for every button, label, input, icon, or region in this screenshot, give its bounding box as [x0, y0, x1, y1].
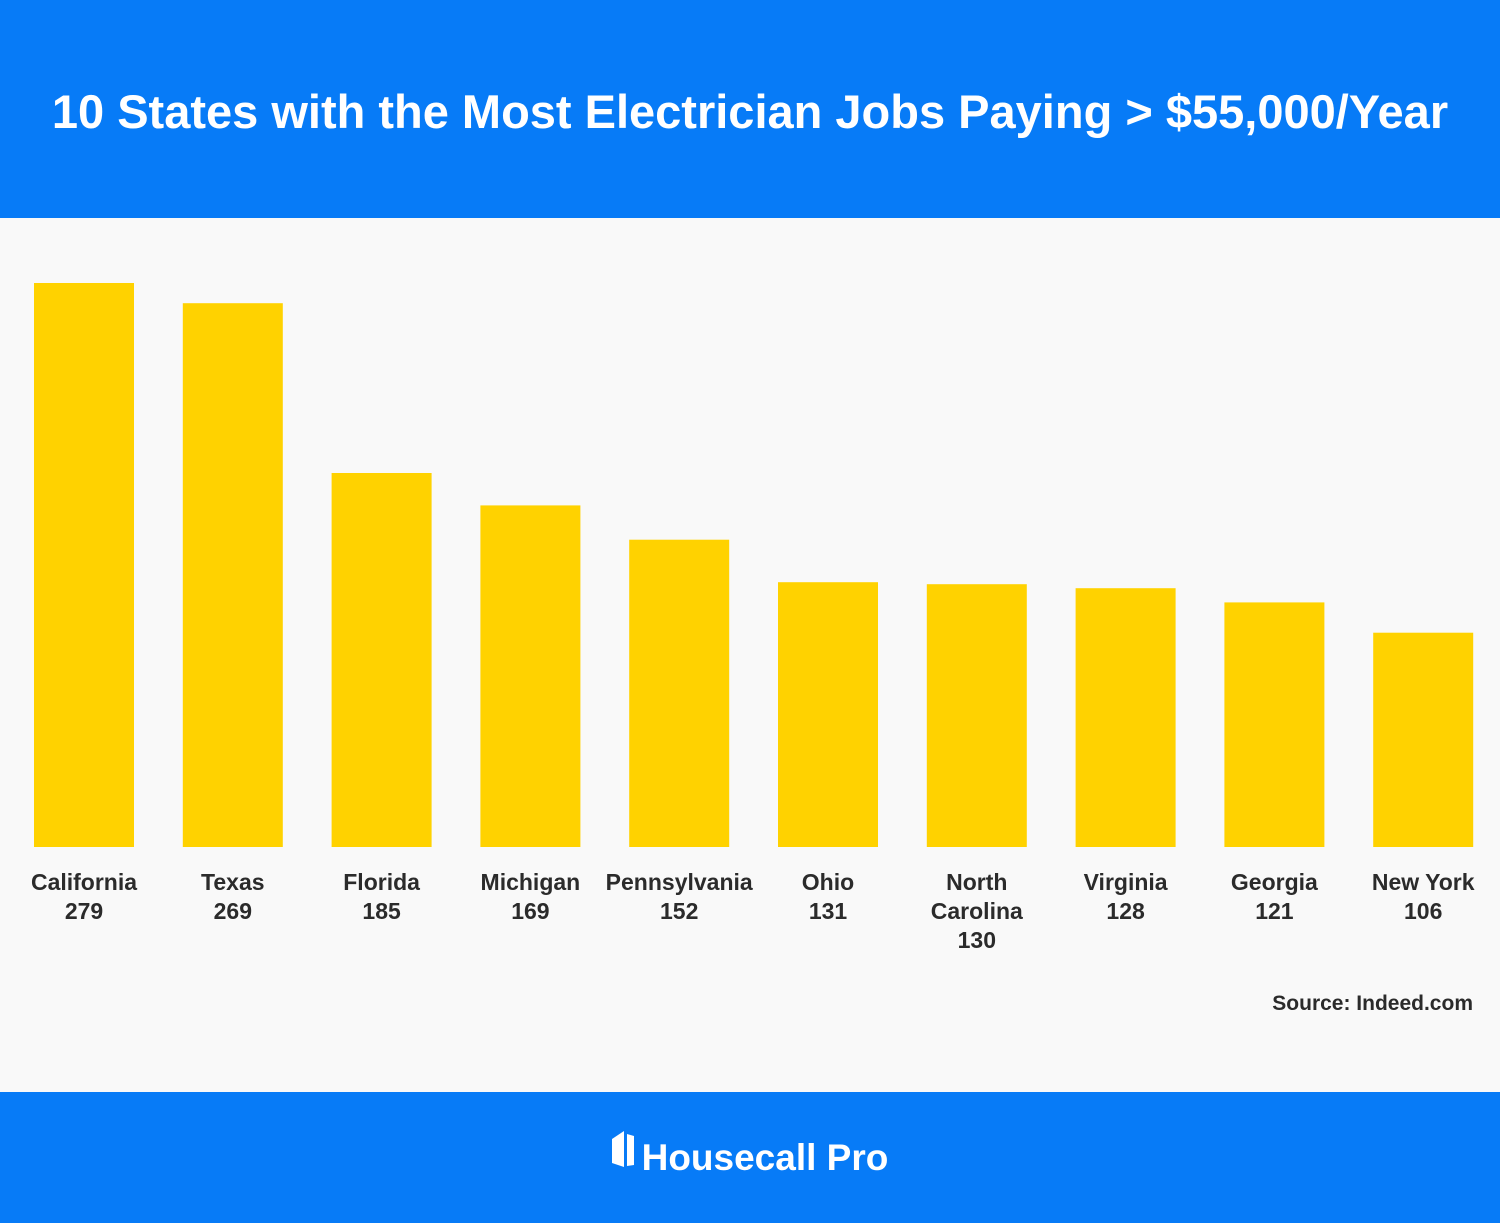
value-label: 106	[1404, 898, 1443, 924]
category-label: New York 106	[1338, 868, 1500, 926]
footer-banner: Housecall Pro	[0, 1092, 1500, 1223]
value-label: 128	[1106, 898, 1145, 924]
category-label: Pennsylvania 152	[594, 868, 764, 926]
bar-texas	[182, 303, 283, 847]
category-name: California	[30, 869, 138, 895]
header-banner: 10 States with the Most Electrician Jobs…	[0, 0, 1500, 218]
value-label: 121	[1255, 898, 1294, 924]
category-label: Ohio 131	[743, 868, 913, 926]
category-name: Virginia	[1083, 869, 1168, 895]
category-name: Florida	[343, 869, 420, 895]
bar-chart: California 279 Texas 269 Florida 185 Michigan 1…	[0, 218, 1500, 1092]
value-label: 185	[362, 898, 401, 924]
category-name: North	[946, 869, 1008, 895]
value-label: 169	[511, 898, 550, 924]
category-label: North Carolina 130	[892, 868, 1062, 955]
brand-logo: Housecall Pro	[0, 1131, 1500, 1182]
category-label: Florida 185	[297, 868, 467, 926]
category-name: Ohio	[801, 869, 855, 895]
category-label: Virginia 128	[1041, 868, 1211, 926]
bar-ohio	[778, 582, 878, 847]
value-label: 131	[808, 898, 848, 924]
bar-florida	[331, 473, 432, 847]
category-label: Georgia 121	[1189, 868, 1359, 926]
chart-title: 10 States with the Most Electrician Jobs…	[51, 85, 1449, 138]
value-label: 279	[64, 898, 104, 924]
category-name: Michigan	[480, 869, 581, 895]
category-name: New York	[1371, 869, 1475, 895]
category-label: Michigan 169	[445, 868, 615, 926]
brand-name: Housecall Pro	[641, 1137, 889, 1179]
bar-pennsylvania	[629, 539, 730, 847]
bar-michigan	[480, 505, 581, 847]
bar-georgia	[1224, 602, 1325, 847]
category-label: California 279	[0, 868, 169, 926]
bar-california	[34, 283, 134, 847]
category-name: Texas	[201, 869, 265, 895]
bar-new-york	[1373, 632, 1474, 847]
category-label: Texas 269	[148, 868, 318, 926]
category-name: Pennsylvania	[605, 869, 753, 895]
bar-chart-plot	[34, 283, 1474, 847]
category-name: Carolina	[930, 898, 1023, 924]
value-label: 130	[957, 927, 996, 953]
value-label: 152	[660, 898, 699, 924]
bar-north-carolina	[926, 584, 1027, 847]
value-label: 269	[213, 898, 252, 924]
source-note: Source: Indeed.com	[1272, 992, 1473, 1015]
bar-virginia	[1075, 588, 1176, 847]
house-logo-icon	[611, 1131, 634, 1179]
category-name: Georgia	[1230, 869, 1318, 895]
